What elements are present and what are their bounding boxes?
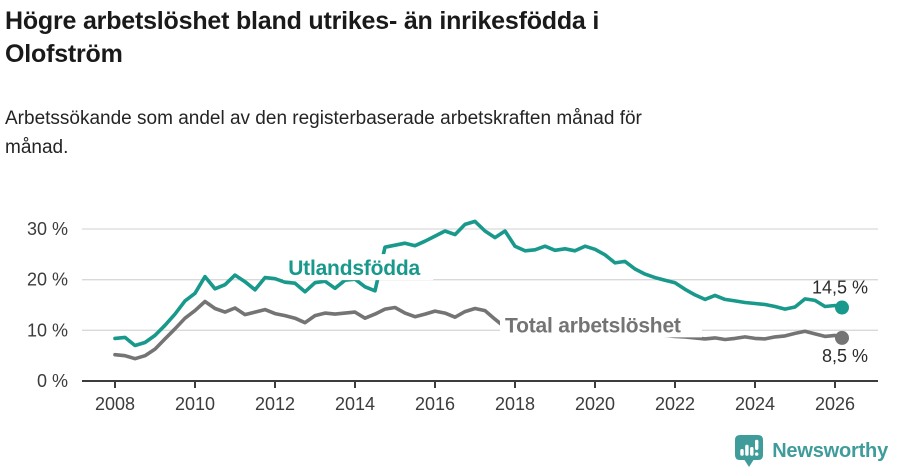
series-end-dot-utlandsfodda [835,300,849,315]
series-label-total: Total arbetslöshet [505,314,681,337]
x-axis-label-2022: 2022 [655,394,695,414]
x-axis-label-2016: 2016 [415,394,455,414]
y-axis-label-30: 30 % [27,219,68,239]
brand-footer: Newsworthy [734,434,888,469]
x-axis-label-2014: 2014 [335,394,375,414]
series-label-mask-utlandsfodda [283,254,434,281]
x-axis-label-2018: 2018 [495,394,535,414]
series-line-utlandsfodda [113,219,841,348]
newsworthy-logo-icon [734,434,764,469]
x-axis-label-2008: 2008 [95,394,135,414]
chart-subtitle-line2: månad. [5,136,69,158]
x-axis-label-2026: 2026 [815,394,855,414]
chart-subtitle-line1: Arbetssökande som andel av den registerb… [5,108,642,129]
x-axis-label-2020: 2020 [575,394,615,414]
series-end-dot-total [835,330,849,345]
series-end-label-total: 8,5 % [822,346,868,366]
page-title-line1: Högre arbetslöshet bland utrikes- än inr… [5,7,600,35]
y-axis-label-10: 10 % [27,320,68,340]
x-axis-label-2012: 2012 [255,394,295,414]
series-label-utlandsfodda: Utlandsfödda [288,257,420,280]
page-title: Högre arbetslöshet bland utrikes- än inr… [5,5,865,72]
brand-name: Newsworthy [772,440,888,462]
y-axis-label-20: 20 % [27,270,68,290]
page-title-line2: Olofström [5,40,123,69]
chart-subtitle: Arbetssökande som andel av den registerb… [5,105,865,162]
x-axis-label-2024: 2024 [735,394,775,414]
series-label-mask-total [500,311,702,338]
y-axis-label-0: 0 % [37,371,68,391]
series-end-label-utlandsfodda: 14,5 % [812,278,868,298]
x-axis-label-2010: 2010 [175,394,215,414]
series-line-total [113,299,841,361]
